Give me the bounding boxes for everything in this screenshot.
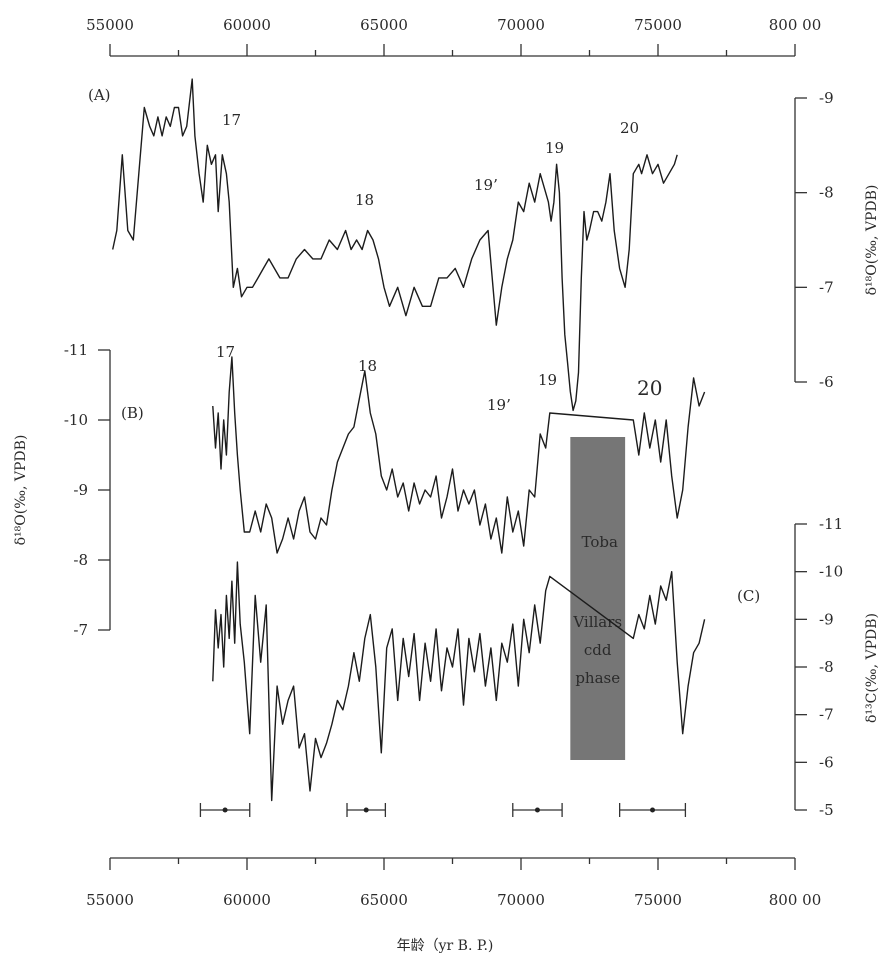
top-x-tick-label: 800 00	[769, 16, 822, 34]
y-tick-label: -7	[819, 278, 834, 296]
top-x-tick-label: 65000	[360, 16, 408, 34]
panel-c-y-axis-title: δ¹³C(‰, VPDB)	[864, 613, 880, 723]
top-x-tick-label: 75000	[634, 16, 682, 34]
dating-point	[650, 807, 656, 813]
panel-b-annotation-19: 19	[538, 371, 557, 389]
panel-a-label: (A)	[88, 86, 111, 104]
bottom-x-tick-label: 65000	[360, 891, 408, 909]
top-x-tick-label: 70000	[497, 16, 545, 34]
y-tick-label: -8	[73, 551, 88, 569]
x-axis-title: 年龄（yr B. P.)	[397, 938, 494, 954]
panel-b-annotation-19prime: 19’	[487, 396, 511, 414]
panel-b-series-line	[212, 356, 706, 554]
top-x-tick-label: 60000	[223, 16, 271, 34]
panel-b-label: (B)	[121, 404, 144, 422]
y-tick-label: -9	[73, 481, 88, 499]
panel-c-series-line	[212, 561, 706, 802]
panel-c-label: (C)	[737, 587, 760, 605]
panel-a-annotation-20: 20	[620, 119, 639, 137]
bottom-x-tick-label: 55000	[86, 891, 134, 909]
bottom-x-tick-label: 60000	[223, 891, 271, 909]
band-label-cdd: cdd	[584, 641, 612, 659]
dating-markers	[199, 803, 687, 817]
dating-point	[222, 807, 228, 813]
band-label-toba: Toba	[582, 533, 618, 551]
y-tick-label: -11	[819, 515, 843, 533]
y-tick-label: -7	[73, 621, 88, 639]
panel-c: (C) -11 -10 -9 -8 -7 -6 -5 δ¹³C(‰, VPDB)	[212, 515, 880, 819]
bottom-x-axis: 55000 60000 65000 70000 75000 800 00 年龄（yr B.…	[86, 857, 822, 954]
y-tick-label: -6	[819, 753, 834, 771]
panel-a-annotation-17: 17	[222, 111, 241, 129]
dating-point	[363, 807, 369, 813]
panel-a-annotation-19prime: 19’	[474, 176, 498, 194]
bottom-x-tick-label: 800 00	[769, 891, 822, 909]
band-label-villars: Villars	[572, 613, 622, 631]
panel-b-annotation-18: 18	[358, 357, 377, 375]
panel-a-y-axis-title: δ¹⁸O(‰, VPDB)	[864, 185, 880, 296]
panel-a-annotation-18: 18	[355, 191, 374, 209]
y-tick-label: -10	[64, 411, 88, 429]
panel-b-y-axis-title: δ¹⁸O(‰, VPDB)	[13, 435, 29, 546]
y-tick-label: -7	[819, 706, 834, 724]
band-label-phase: phase	[575, 669, 620, 687]
y-tick-label: -8	[819, 184, 834, 202]
panel-a: (A) -9-8-7-6 δ¹⁸O(‰, VPDB) 17 18 19’ 19 …	[88, 78, 880, 412]
y-tick-label: -11	[64, 341, 88, 359]
bottom-x-tick-label: 75000	[634, 891, 682, 909]
y-tick-label: -9	[819, 610, 834, 628]
panel-a-series-line	[112, 78, 678, 412]
dating-point	[534, 807, 540, 813]
top-x-axis: 55000 60000 65000 70000 75000 800 00	[86, 16, 822, 57]
y-tick-label: -8	[819, 658, 834, 676]
panel-b: (B) -11 -10 -9 -8 -7 δ¹⁸O(‰, VPDB) 17 18 19’…	[13, 341, 706, 639]
y-tick-label: -9	[819, 89, 834, 107]
bottom-x-tick-label: 70000	[497, 891, 545, 909]
y-tick-label: -5	[819, 801, 834, 819]
panel-b-annotation-17: 17	[216, 343, 235, 361]
panel-b-annotation-20: 20	[637, 376, 662, 400]
y-tick-label: -6	[819, 373, 834, 391]
panel-a-annotation-19: 19	[545, 139, 564, 157]
y-tick-label: -10	[819, 563, 843, 581]
top-x-tick-label: 55000	[86, 16, 134, 34]
